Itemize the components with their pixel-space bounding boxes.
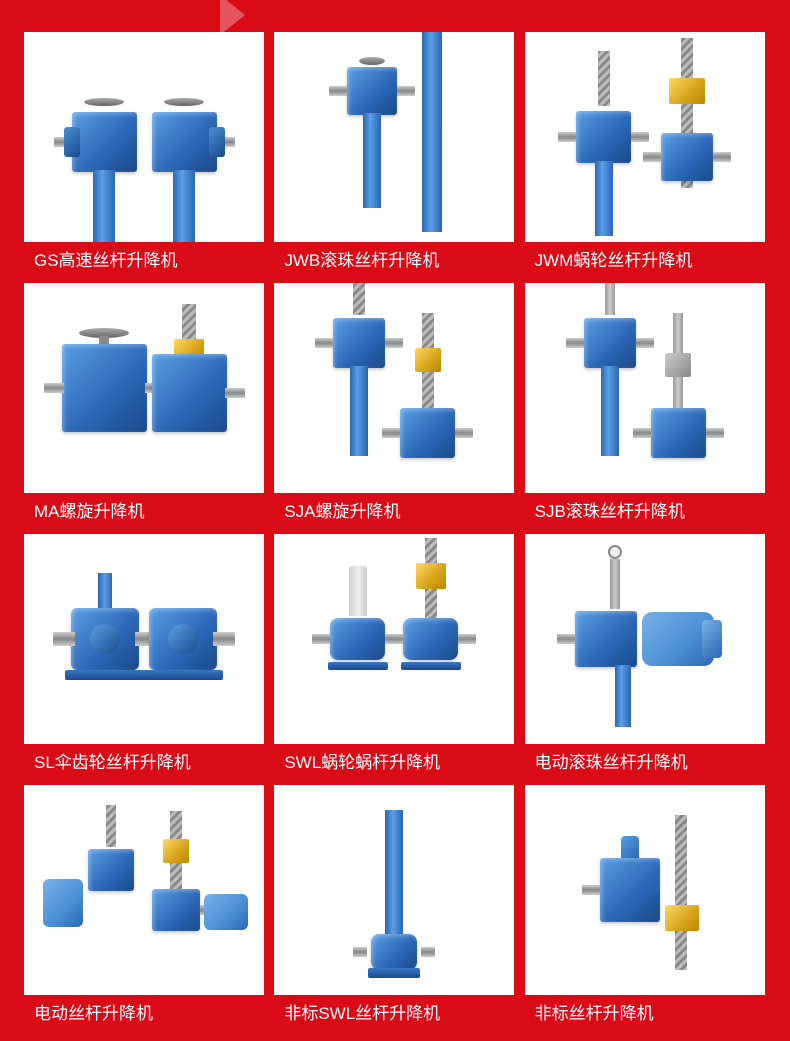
product-label: SL伞齿轮丝杆升降机 xyxy=(24,744,264,776)
product-image xyxy=(274,32,514,242)
product-label: JWM蜗轮丝杆升降机 xyxy=(525,242,765,274)
product-image xyxy=(525,32,765,242)
product-image xyxy=(24,283,264,493)
product-card-jwb[interactable]: JWB滚珠丝杆升降机 xyxy=(274,32,514,274)
product-label: GS高速丝杆升降机 xyxy=(24,242,264,274)
product-card-edsg[interactable]: 电动丝杆升降机 xyxy=(24,785,264,1027)
product-card-sl[interactable]: SL伞齿轮丝杆升降机 xyxy=(24,534,264,776)
product-image xyxy=(24,32,264,242)
product-label: 电动丝杆升降机 xyxy=(24,995,264,1027)
product-image xyxy=(24,785,264,995)
product-label: 非标SWL丝杆升降机 xyxy=(274,995,514,1027)
product-card-sjb[interactable]: SJB滚珠丝杆升降机 xyxy=(525,283,765,525)
product-label: 非标丝杆升降机 xyxy=(525,995,765,1027)
product-label: SWL蜗轮蜗杆升降机 xyxy=(274,744,514,776)
product-label: SJB滚珠丝杆升降机 xyxy=(525,493,765,525)
product-card-swl[interactable]: SWL蜗轮蜗杆升降机 xyxy=(274,534,514,776)
product-grid: GS高速丝杆升降机 xyxy=(0,22,790,1041)
product-image xyxy=(274,534,514,744)
product-label: SJA螺旋升降机 xyxy=(274,493,514,525)
product-card-jwm[interactable]: JWM蜗轮丝杆升降机 xyxy=(525,32,765,274)
product-image xyxy=(525,534,765,744)
product-image xyxy=(525,785,765,995)
product-image xyxy=(525,283,765,493)
product-label: MA螺旋升降机 xyxy=(24,493,264,525)
product-card-gs[interactable]: GS高速丝杆升降机 xyxy=(24,32,264,274)
product-card-sja[interactable]: SJA螺旋升降机 xyxy=(274,283,514,525)
header-banner xyxy=(0,0,790,22)
product-card-fbswl[interactable]: 非标SWL丝杆升降机 xyxy=(274,785,514,1027)
product-image xyxy=(274,785,514,995)
header-chevron-icon xyxy=(220,0,245,35)
product-image xyxy=(274,283,514,493)
product-card-ma[interactable]: MA螺旋升降机 xyxy=(24,283,264,525)
product-label: JWB滚珠丝杆升降机 xyxy=(274,242,514,274)
product-card-edgz[interactable]: 电动滚珠丝杆升降机 xyxy=(525,534,765,776)
product-label: 电动滚珠丝杆升降机 xyxy=(525,744,765,776)
product-image xyxy=(24,534,264,744)
product-card-fbsg[interactable]: 非标丝杆升降机 xyxy=(525,785,765,1027)
